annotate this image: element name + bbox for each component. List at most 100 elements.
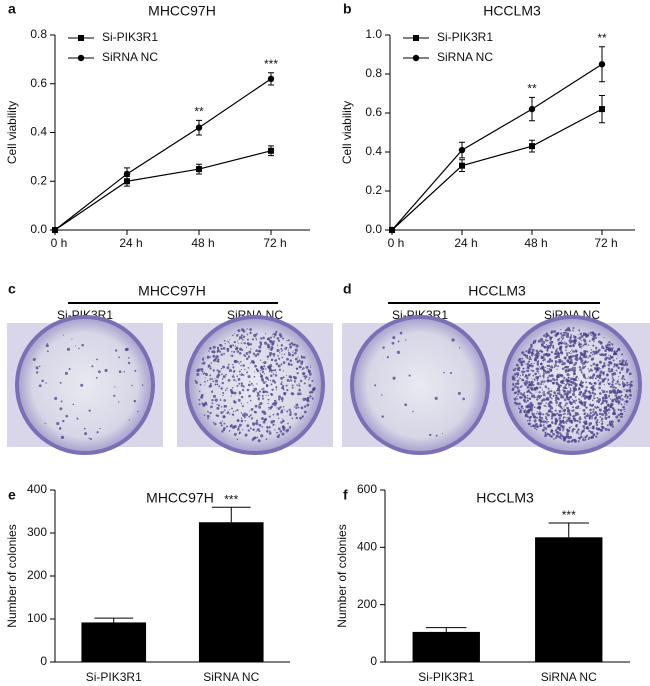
colony: [614, 350, 616, 352]
colony: [624, 400, 626, 403]
colony: [621, 353, 624, 356]
colony: [596, 432, 599, 435]
colony: [299, 392, 302, 394]
colony: [565, 378, 568, 381]
colony: [555, 434, 559, 438]
colony: [564, 342, 568, 345]
colony: [630, 380, 633, 384]
colony: [607, 363, 610, 367]
colony: [548, 364, 551, 368]
colony: [573, 335, 576, 338]
colony: [298, 384, 301, 387]
colony: [273, 355, 275, 358]
colony: [522, 367, 525, 370]
colony: [573, 439, 578, 443]
colony: [624, 410, 626, 413]
colony: [59, 407, 63, 411]
colony: [559, 432, 561, 435]
colony: [580, 380, 582, 382]
colony: [568, 426, 571, 429]
colony: [518, 406, 520, 408]
colony: [538, 375, 542, 378]
colony: [545, 366, 547, 369]
colony: [35, 371, 39, 374]
colony: [220, 411, 223, 414]
colony: [60, 435, 65, 439]
y-tick-label: 0.4: [365, 144, 382, 158]
colony: [256, 352, 260, 356]
colony: [524, 376, 526, 378]
colony: [592, 364, 594, 366]
colony: [549, 346, 551, 349]
colony: [219, 350, 222, 353]
colony: [537, 412, 541, 415]
colony: [569, 389, 572, 392]
colony: [566, 373, 570, 377]
colony: [231, 375, 234, 378]
colony: [592, 373, 596, 377]
colony: [209, 367, 212, 370]
colony: [592, 353, 594, 356]
colony: [577, 436, 580, 440]
colony: [629, 385, 632, 387]
colony: [604, 427, 608, 431]
colony: [529, 358, 532, 360]
colony: [246, 328, 248, 330]
colony: [294, 377, 297, 380]
colony: [88, 437, 90, 440]
colony: [245, 357, 249, 361]
colony: [601, 421, 604, 423]
colony: [256, 428, 260, 431]
colony: [531, 403, 534, 407]
colony: [573, 343, 575, 345]
colony: [526, 410, 530, 414]
colony: [530, 383, 533, 387]
colony: [212, 394, 216, 398]
colony: [530, 388, 534, 392]
colony: [573, 372, 576, 376]
colony: [268, 349, 270, 351]
colony: [298, 365, 302, 369]
colony: [256, 395, 259, 398]
colony: [518, 377, 520, 379]
colony: [270, 346, 274, 350]
colony: [555, 394, 558, 398]
colony: [512, 377, 516, 381]
colony: [527, 357, 529, 359]
colony: [244, 412, 246, 415]
legend-marker: [413, 35, 419, 41]
colony: [629, 393, 632, 397]
colony: [308, 372, 312, 376]
colony: [547, 359, 551, 363]
y-tick-label: 0.8: [365, 66, 382, 80]
colony: [282, 405, 285, 408]
colony: [543, 334, 546, 338]
colony: [629, 397, 632, 400]
x-tick-label: SiRNA NC: [541, 670, 597, 684]
colony: [280, 347, 283, 350]
colony: [282, 361, 286, 364]
x-tick-label: 0 h: [388, 236, 405, 250]
colony: [251, 438, 254, 442]
y-tick-label: 0.2: [30, 173, 47, 187]
colony: [571, 403, 573, 405]
colony: [239, 336, 243, 340]
colony: [528, 397, 531, 400]
colony: [546, 334, 549, 336]
colony: [536, 377, 539, 380]
colony: [278, 368, 282, 371]
colony: [259, 401, 263, 406]
colony: [572, 409, 575, 411]
colony: [254, 364, 257, 368]
y-tick-label: 0.4: [30, 125, 47, 139]
colony: [544, 339, 548, 342]
colony: [590, 351, 592, 354]
colony: [269, 430, 271, 433]
colony: [568, 412, 572, 415]
significance: **: [527, 82, 537, 96]
colony: [263, 411, 267, 415]
colony: [246, 333, 249, 336]
colony: [598, 376, 602, 380]
colony: [203, 380, 206, 383]
colony: [568, 383, 571, 386]
